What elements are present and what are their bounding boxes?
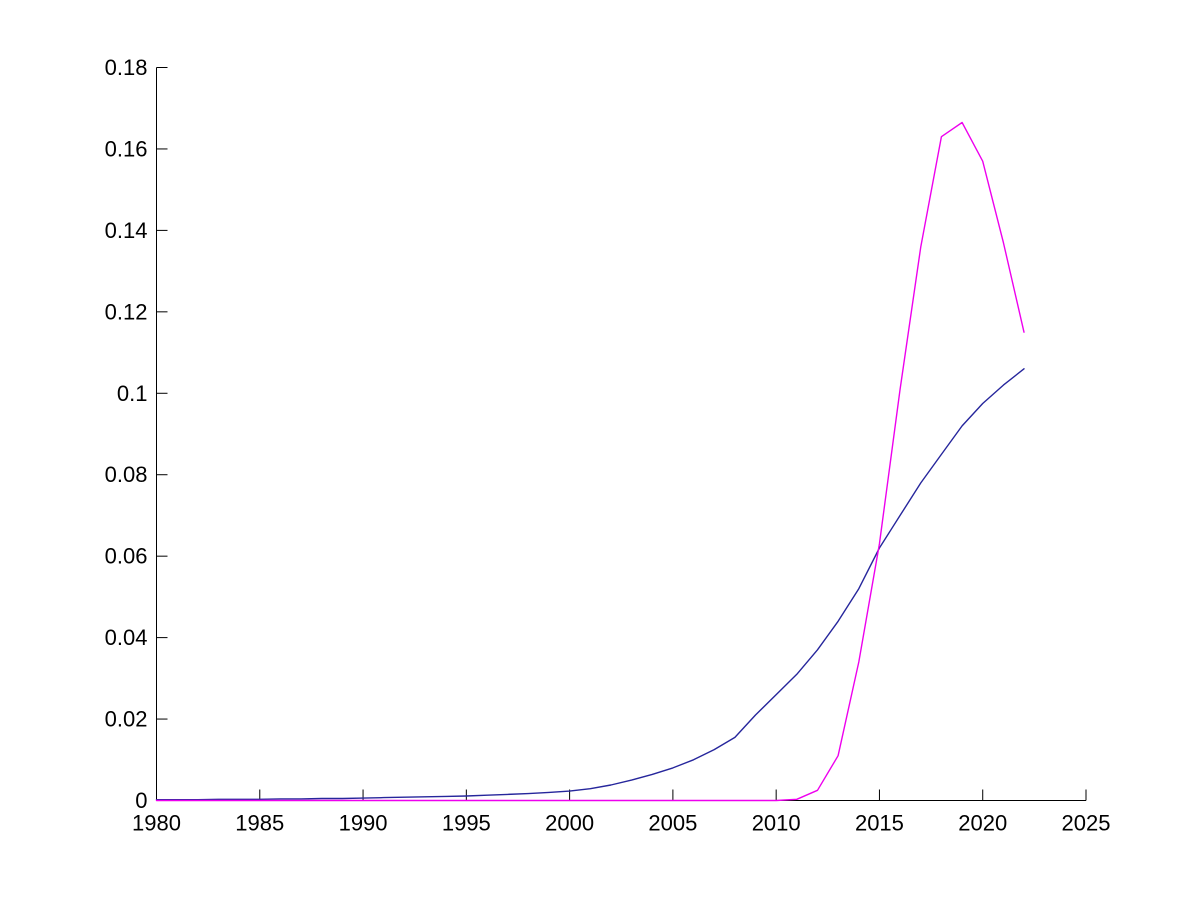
y-tick-label: 0 bbox=[135, 788, 147, 813]
x-tick-label: 2015 bbox=[855, 811, 904, 836]
axes bbox=[156, 67, 1086, 801]
axis-ticks bbox=[156, 67, 1087, 801]
axis-tick-labels: 1980 1985 1990 1995 2000 2005 2010 2015 2020 2025… bbox=[105, 55, 1111, 836]
y-tick-label: 0.18 bbox=[105, 55, 148, 80]
x-tick-label: 2005 bbox=[648, 811, 697, 836]
series-line-peaked-spike-series bbox=[155, 121, 1025, 802]
x-tick-label: 1995 bbox=[442, 811, 491, 836]
y-tick-label: 0.04 bbox=[105, 625, 148, 650]
y-tick-label: 0.14 bbox=[105, 218, 148, 243]
x-tick-label: 1990 bbox=[339, 811, 388, 836]
x-tick-label: 2000 bbox=[545, 811, 594, 836]
y-tick-label: 0.06 bbox=[105, 544, 148, 569]
x-tick-label: 1985 bbox=[235, 811, 284, 836]
x-tick-label: 2025 bbox=[1062, 811, 1111, 836]
y-tick-label: 0.16 bbox=[105, 136, 148, 161]
y-tick-label: 0.08 bbox=[105, 462, 148, 487]
x-tick-label: 2020 bbox=[958, 811, 1007, 836]
y-tick-label: 0.1 bbox=[117, 381, 148, 406]
x-tick-label: 2010 bbox=[752, 811, 801, 836]
data-series bbox=[155, 121, 1025, 802]
y-tick-label: 0.12 bbox=[105, 299, 148, 324]
y-tick-label: 0.02 bbox=[105, 707, 148, 732]
x-tick-label: 1980 bbox=[132, 811, 181, 836]
